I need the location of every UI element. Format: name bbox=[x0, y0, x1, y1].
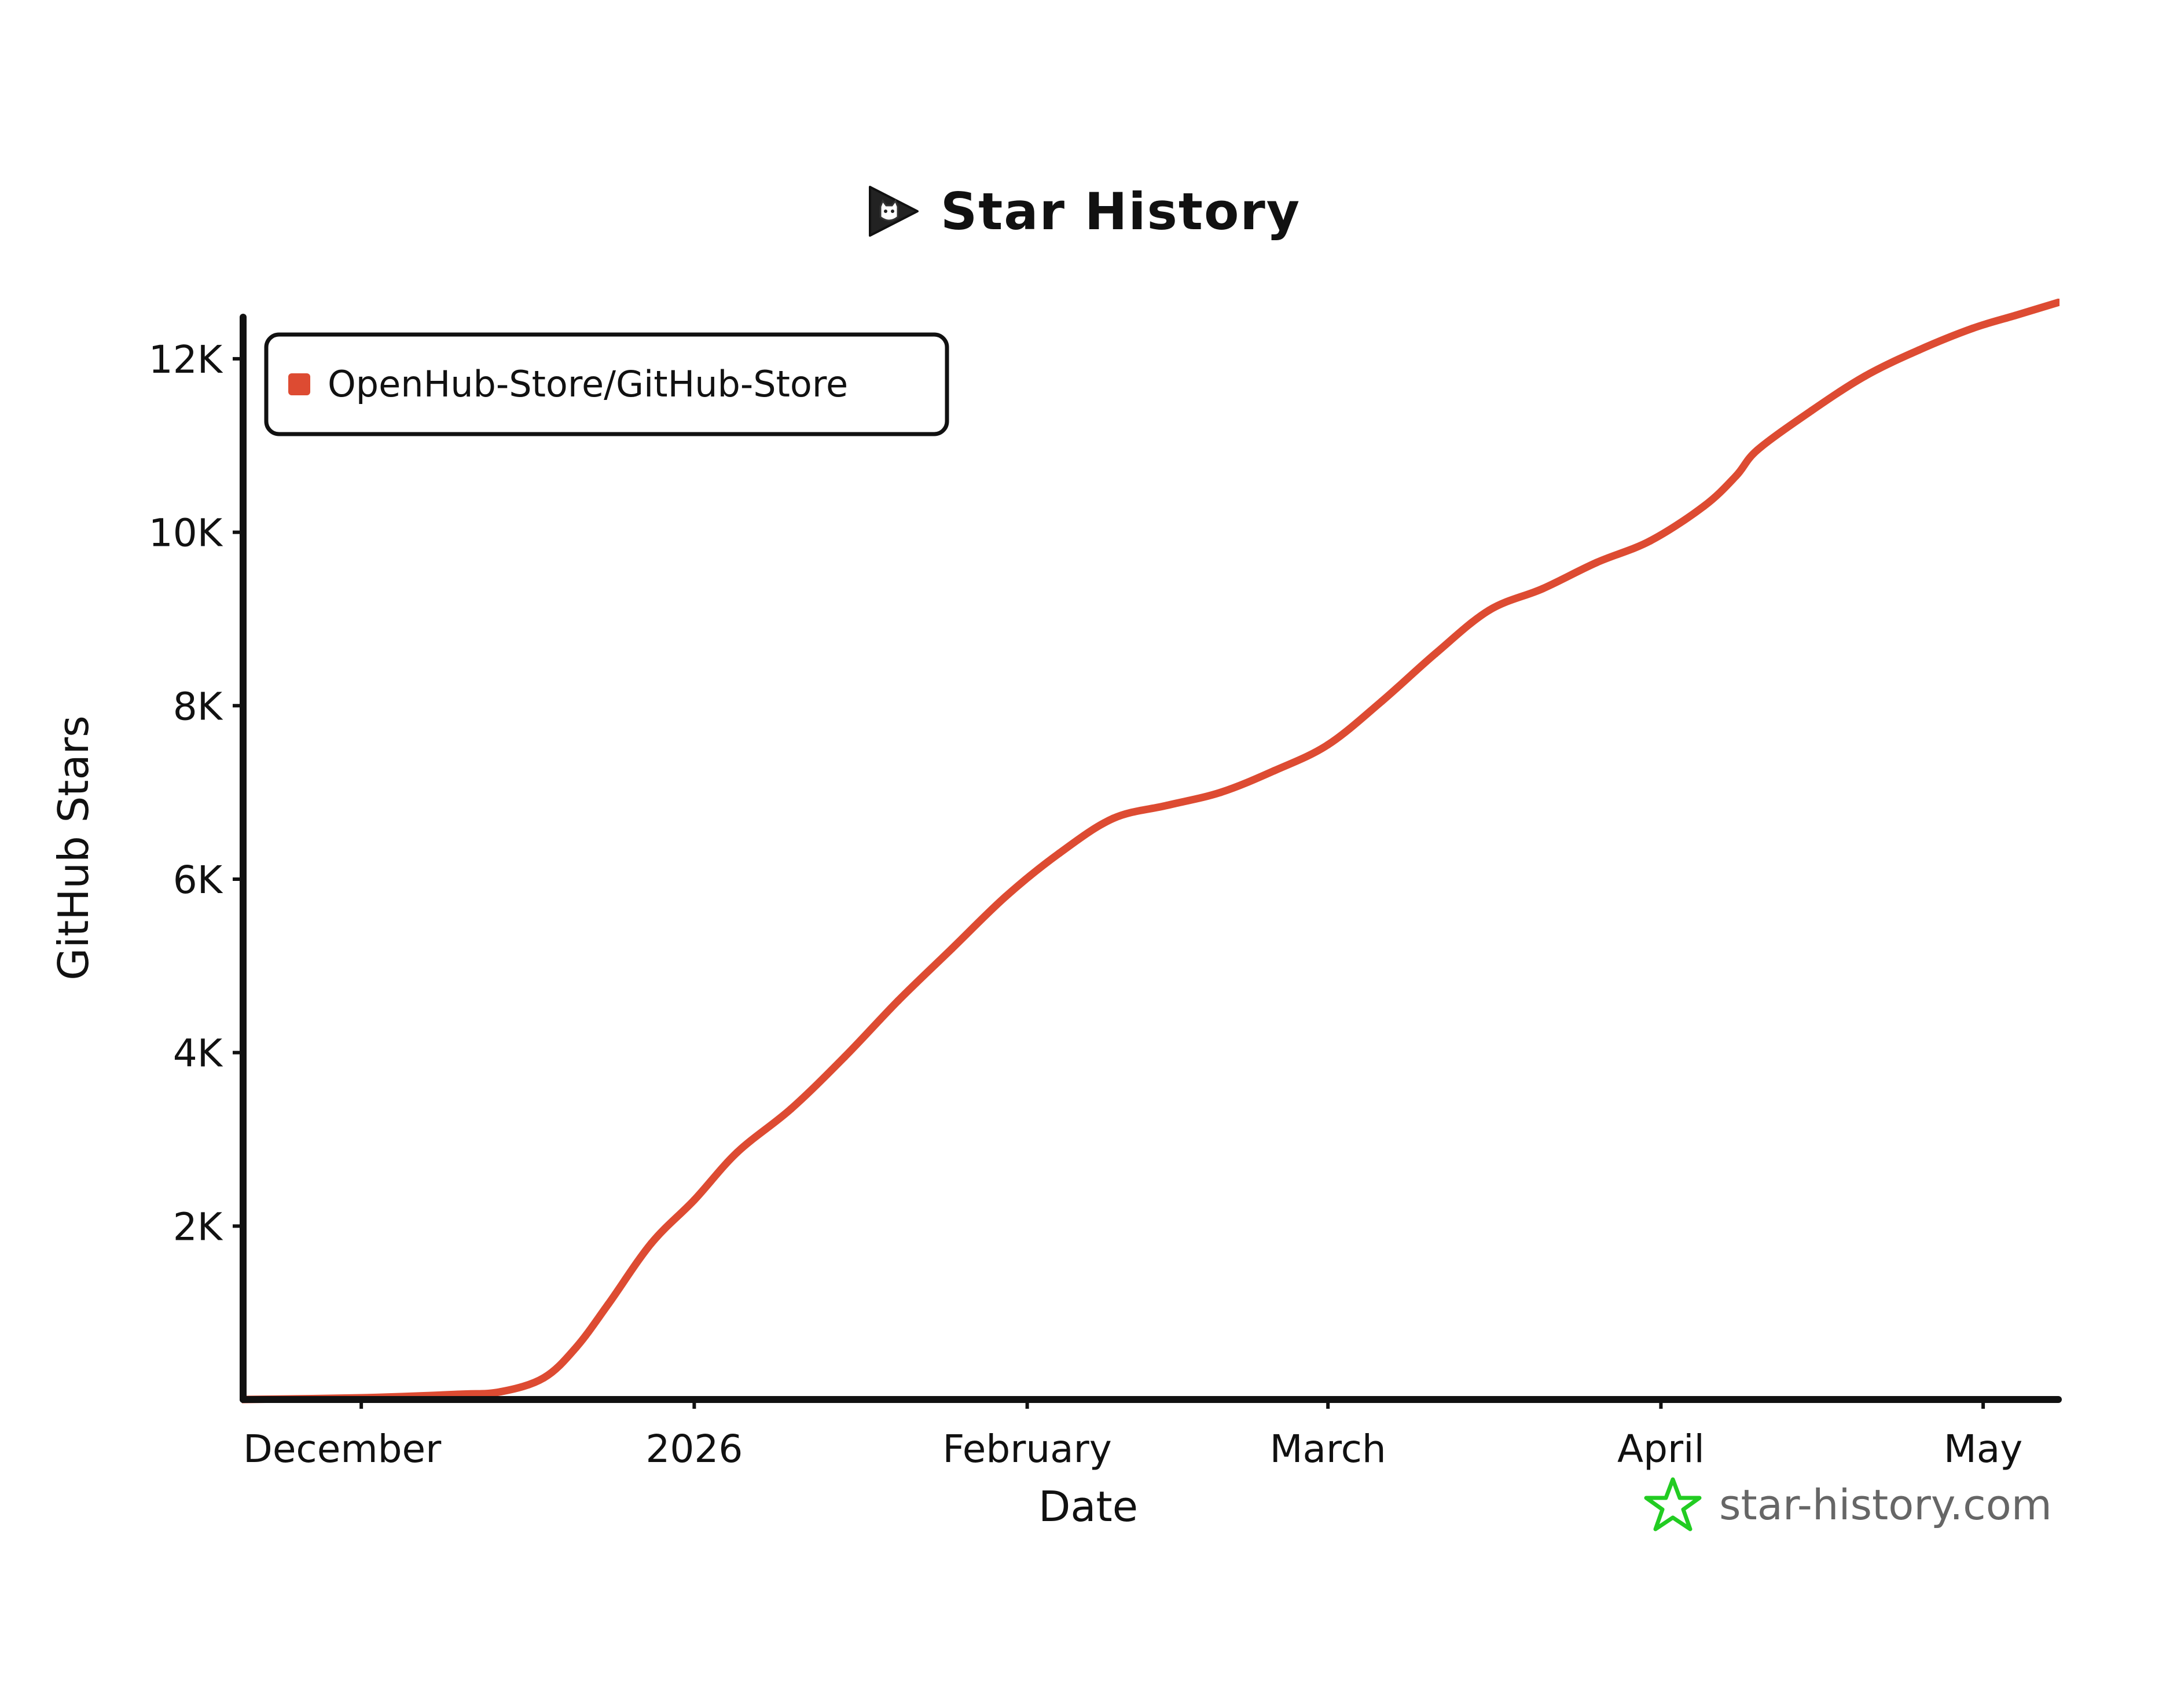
watermark-text: star-history.com bbox=[1719, 1481, 2052, 1529]
y-axis-ticks: 2K 4K 6K 8K 10K 12K bbox=[149, 337, 243, 1249]
series-point bbox=[1217, 788, 1225, 796]
series-point bbox=[1378, 697, 1386, 706]
series-layer bbox=[242, 298, 2059, 1404]
y-axis-line bbox=[238, 314, 247, 1403]
series-point bbox=[1732, 472, 1740, 480]
series-point bbox=[1915, 346, 1923, 354]
series-point bbox=[1485, 606, 1493, 614]
x-tick-label: March bbox=[1270, 1427, 1386, 1471]
series-point bbox=[1431, 649, 1440, 658]
series-point bbox=[1001, 892, 1009, 901]
x-tick-label: April bbox=[1617, 1427, 1705, 1471]
series-point bbox=[572, 1343, 580, 1351]
series-point bbox=[1109, 814, 1117, 822]
x-tick-label: February bbox=[942, 1427, 1111, 1471]
legend-box bbox=[264, 332, 949, 436]
series-point bbox=[1861, 372, 1869, 380]
y-tick-label: 10K bbox=[149, 511, 223, 556]
y-tick-label: 12K bbox=[149, 337, 223, 382]
series-point bbox=[2054, 298, 2059, 306]
series-point bbox=[787, 1105, 795, 1113]
series-point bbox=[1055, 849, 1063, 857]
x-axis-ticks: December 2026 February March April May bbox=[243, 1400, 2022, 1471]
series-point bbox=[604, 1300, 612, 1308]
series-point bbox=[540, 1374, 548, 1382]
star-icon bbox=[1644, 1477, 1702, 1531]
series-point bbox=[497, 1388, 505, 1396]
series-point bbox=[1646, 537, 1654, 545]
y-tick-label: 2K bbox=[173, 1204, 223, 1249]
series-point bbox=[1807, 407, 1815, 415]
series-point bbox=[2011, 311, 2020, 319]
chart-title-bar: Star History bbox=[0, 168, 2166, 255]
y-tick-label: 8K bbox=[173, 684, 223, 729]
series-point bbox=[948, 945, 956, 953]
series-point bbox=[1163, 802, 1171, 810]
series-point bbox=[1700, 502, 1708, 510]
series-point bbox=[1592, 559, 1600, 567]
series-point bbox=[1539, 585, 1547, 593]
legend-swatch bbox=[288, 373, 310, 395]
series-point bbox=[647, 1239, 655, 1247]
series-line bbox=[242, 299, 2059, 1404]
series-point bbox=[1324, 741, 1332, 749]
legend-label: OpenHub-Store/GitHub-Store bbox=[328, 363, 848, 405]
x-axis-title: Date bbox=[1038, 1482, 1138, 1531]
series-point bbox=[894, 997, 902, 1005]
series-point bbox=[733, 1148, 741, 1156]
series-point bbox=[840, 1053, 849, 1061]
y-tick-label: 6K bbox=[173, 858, 223, 902]
watermark: star-history.com bbox=[1644, 1473, 2052, 1537]
series-point bbox=[1753, 446, 1761, 454]
chart-title: Star History bbox=[940, 181, 1301, 241]
legend: OpenHub-Store/GitHub-Store bbox=[264, 332, 949, 436]
y-tick-label: 4K bbox=[173, 1031, 223, 1076]
series-point bbox=[1969, 324, 1977, 332]
y-axis-title: GitHub Stars bbox=[49, 715, 98, 980]
x-tick-label: 2026 bbox=[645, 1427, 743, 1471]
x-tick-label: May bbox=[1944, 1427, 2022, 1471]
x-tick-label: December bbox=[243, 1427, 442, 1471]
x-axis-line bbox=[240, 1394, 2062, 1403]
series-point bbox=[1270, 767, 1278, 775]
play-cat-icon bbox=[868, 186, 919, 237]
series-point bbox=[690, 1196, 698, 1204]
